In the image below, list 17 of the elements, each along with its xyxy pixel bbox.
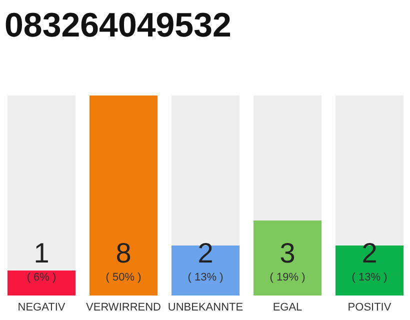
data-label: 8 <box>116 238 132 268</box>
data-label: 1 <box>34 238 50 268</box>
x-tick-label: UNBEKANNTE <box>168 302 244 314</box>
annotation: ( 19% ) <box>270 272 306 284</box>
data-label: 2 <box>198 238 214 268</box>
bar <box>8 270 76 296</box>
data-label: 2 <box>362 238 378 268</box>
x-tick-label: POSITIV <box>348 302 392 314</box>
x-tick-label: NEGATIV <box>18 302 66 314</box>
x-tick-label: VERWIRREND <box>86 302 162 314</box>
x-tick-label: EGAL <box>272 302 302 314</box>
annotation: ( 13% ) <box>352 272 388 284</box>
annotation: ( 6% ) <box>26 272 56 284</box>
chart-title: 083264049532 <box>4 6 232 44</box>
data-label: 3 <box>280 238 296 268</box>
annotation: ( 13% ) <box>188 272 224 284</box>
annotation: ( 50% ) <box>106 272 142 284</box>
